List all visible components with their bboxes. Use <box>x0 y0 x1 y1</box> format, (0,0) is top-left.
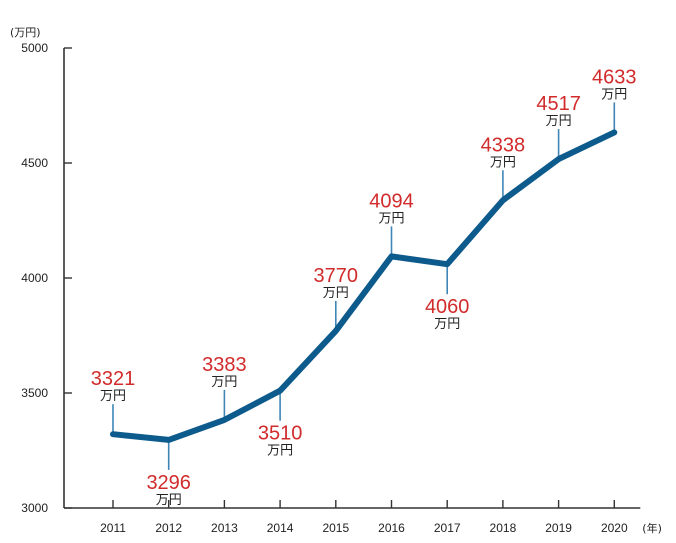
data-label-unit: 万円 <box>434 317 460 332</box>
data-label-unit: 万円 <box>323 286 349 301</box>
data-label-value: 4517 <box>536 93 581 115</box>
series-line <box>110 129 618 443</box>
y-tick-label: 4500 <box>21 156 48 170</box>
data-label-unit: 万円 <box>490 155 516 170</box>
data-label-value: 3510 <box>258 423 303 445</box>
data-label-unit: 万円 <box>546 114 572 129</box>
data-label-unit: 万円 <box>601 87 627 102</box>
x-tick-label: 2015 <box>322 521 349 535</box>
x-axis-unit-label: (年) <box>642 521 662 535</box>
data-label-value: 4094 <box>369 190 414 212</box>
data-label-value: 3321 <box>91 368 136 390</box>
x-tick-label: 2020 <box>601 521 628 535</box>
y-tick-label: 5000 <box>21 41 48 55</box>
y-tick-label: 3500 <box>21 386 48 400</box>
data-label-unit: 万円 <box>211 375 237 390</box>
leader-lines <box>112 102 616 470</box>
data-labels: 3321万円3296万円3383万円3510万円3770万円4094万円4060… <box>91 66 637 508</box>
x-tick-label: 2013 <box>211 521 238 535</box>
x-tick-label: 2018 <box>490 521 517 535</box>
x-ticks: 2011 2012 2013 2014 2015 2016 2017 2018 2019 2020 <box>100 500 628 535</box>
data-label-value: 3770 <box>314 265 359 287</box>
x-tick-label: 2011 <box>100 521 126 535</box>
data-label-value: 4338 <box>481 134 526 156</box>
data-label-value: 4633 <box>592 66 637 88</box>
x-tick-label: 2019 <box>545 521 572 535</box>
data-label-unit: 万円 <box>378 211 404 226</box>
y-axis-unit-label: (万円) <box>10 26 41 39</box>
x-tick-label: 2012 <box>155 521 182 535</box>
data-label-value: 3383 <box>202 354 247 376</box>
y-tick-label: 4000 <box>21 271 48 285</box>
x-tick-label: 2016 <box>378 521 405 535</box>
data-label-unit: 万円 <box>100 389 126 404</box>
data-label-unit: 万円 <box>156 493 182 508</box>
y-tick-label: 3000 <box>21 501 48 515</box>
data-label-value: 4060 <box>425 296 470 318</box>
x-tick-label: 2017 <box>434 521 461 535</box>
y-ticks: 3000 3500 4000 4500 5000 <box>21 41 72 515</box>
x-tick-label: 2014 <box>267 521 294 535</box>
data-label-unit: 万円 <box>267 444 293 459</box>
data-label-value: 3296 <box>146 472 191 494</box>
